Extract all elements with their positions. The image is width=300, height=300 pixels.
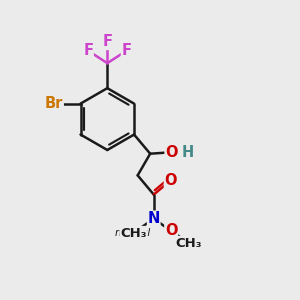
Text: F: F xyxy=(102,34,112,50)
Text: O: O xyxy=(165,145,178,160)
Text: F: F xyxy=(83,43,93,58)
Text: CH₃: CH₃ xyxy=(175,236,202,250)
Text: F: F xyxy=(122,43,131,58)
Text: O: O xyxy=(165,224,177,238)
Text: O: O xyxy=(164,173,177,188)
Text: methyl: methyl xyxy=(115,228,152,238)
Text: H: H xyxy=(182,145,194,160)
Text: N: N xyxy=(148,211,160,226)
Text: CH₃: CH₃ xyxy=(120,226,146,240)
Text: Br: Br xyxy=(45,96,63,111)
